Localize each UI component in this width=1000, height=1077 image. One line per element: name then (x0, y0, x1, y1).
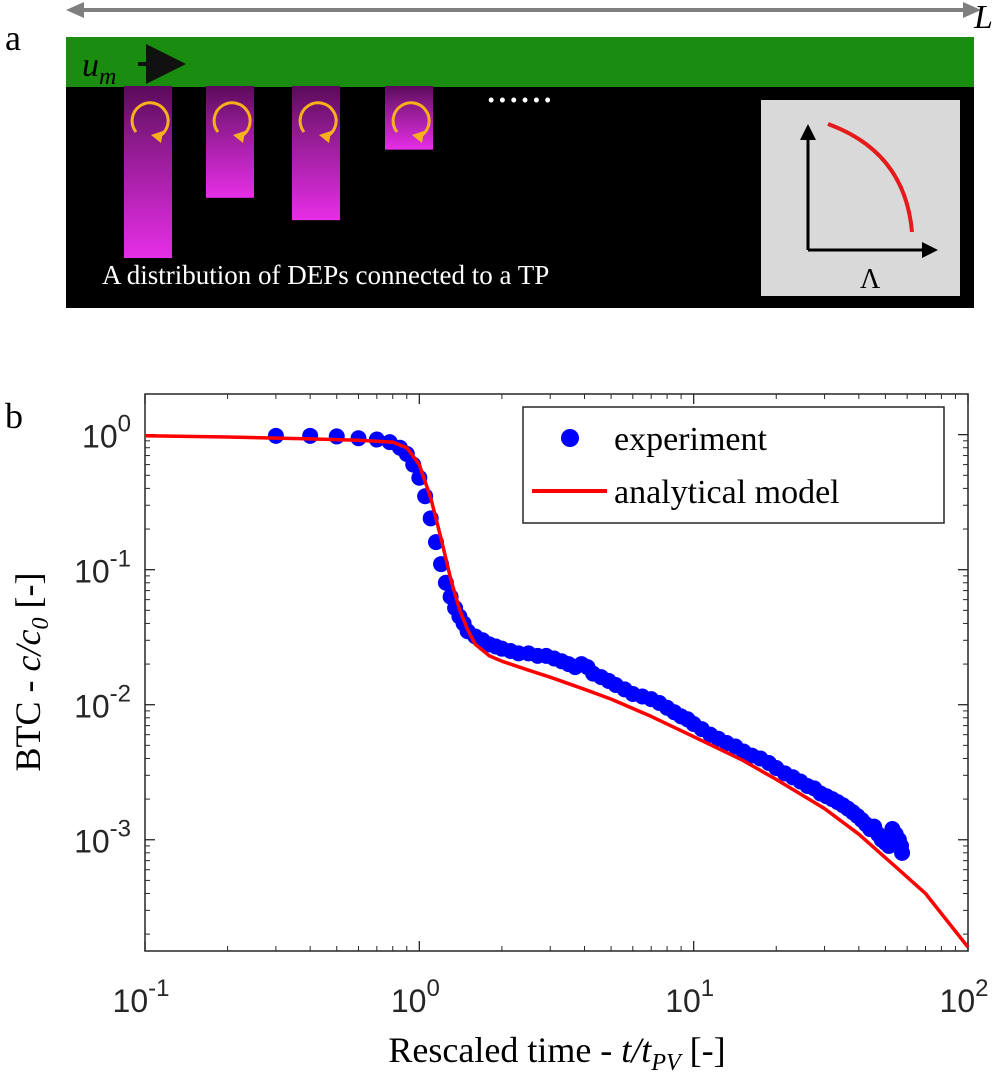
vortex-icon (212, 101, 252, 139)
inset-schematic: Λ (761, 100, 960, 296)
ellipsis: • • • • • • (488, 90, 551, 110)
experiment-point (350, 430, 367, 447)
experiment-point (267, 427, 284, 444)
vortex-arrowhead-icon (151, 131, 163, 143)
y-axis-label: BTC - c/c0 [-] (8, 573, 54, 772)
experiment-point (328, 428, 345, 445)
inset-background (761, 100, 960, 296)
vortex-arrowhead-icon (233, 131, 245, 143)
y-tick-label: 10-1 (74, 546, 131, 590)
legend-model-label: analytical model (614, 474, 840, 511)
length-arrow: L (66, 0, 993, 36)
experiment-points (267, 427, 911, 861)
minor-ticks (145, 393, 968, 951)
panel-b-letter: b (5, 396, 23, 436)
x-tick-label: 102 (940, 975, 989, 1019)
legend-box (522, 406, 945, 524)
y-tick-label: 10-2 (74, 681, 131, 725)
x-tick-label: 10-1 (113, 975, 170, 1019)
panel-a: a L um • • • • • • Λ A (5, 0, 993, 308)
x-tick-label: 100 (391, 975, 440, 1019)
inset-curve (827, 122, 914, 233)
velocity-subscript: m (99, 64, 116, 90)
x-axis-label: Rescaled time - t/tPV [-] (388, 1030, 725, 1076)
dead-end-pore (292, 86, 340, 221)
velocity-label-group: um (82, 44, 186, 90)
y-tick-label: 100 (82, 411, 131, 455)
dead-end-pore (206, 86, 254, 198)
tick-labels: 10-1 100 101 102 100 10-1 10-2 10-3 (74, 411, 988, 1019)
main-channel (66, 37, 974, 87)
y-tick-label: 10-3 (74, 816, 131, 860)
vortex-arrowhead-icon (412, 131, 424, 143)
svg-text:um: um (82, 47, 116, 90)
analytical-model-line (144, 434, 970, 949)
length-label: L (973, 0, 993, 36)
x-tick-label: 101 (665, 975, 714, 1019)
panel-b: b 10-1 100 101 102 100 10-1 10-2 10-3 experimen… (5, 393, 988, 1076)
dead-end-pores (124, 86, 433, 258)
vortex-icon (391, 101, 431, 139)
vortex-icon (130, 101, 170, 139)
experiment-point (302, 427, 319, 444)
legend: experiment analytical model (522, 406, 945, 524)
panel-a-letter: a (5, 18, 21, 58)
panel-a-caption: A distribution of DEPs connected to a TP (102, 260, 549, 290)
velocity-label: u (82, 47, 99, 84)
btc-chart: 10-1 100 101 102 100 10-1 10-2 10-3 experiment … (8, 393, 988, 1076)
vortex-icon (298, 101, 338, 139)
experiment-point (894, 844, 911, 861)
inset-axis-label: Λ (860, 264, 881, 295)
vortex-arrowhead-icon (319, 131, 331, 143)
legend-experiment-label: experiment (614, 421, 767, 458)
legend-experiment-marker (561, 429, 579, 447)
major-ticks (144, 394, 969, 951)
